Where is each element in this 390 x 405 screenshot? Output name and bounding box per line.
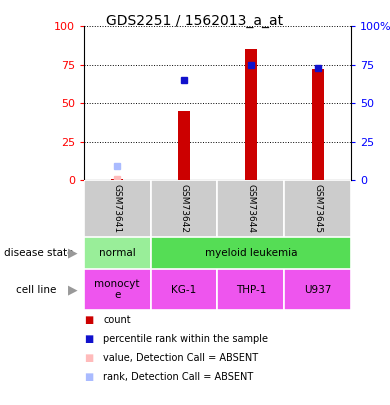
Text: normal: normal — [99, 248, 136, 258]
Bar — [245, 49, 257, 180]
Text: GSM73642: GSM73642 — [179, 184, 188, 233]
Text: GDS2251 / 1562013_a_at: GDS2251 / 1562013_a_at — [106, 14, 284, 28]
Text: THP-1: THP-1 — [236, 285, 266, 294]
Text: U937: U937 — [304, 285, 331, 294]
Text: percentile rank within the sample: percentile rank within the sample — [103, 334, 268, 344]
Text: monocyt
e: monocyt e — [94, 279, 140, 301]
Text: ▶: ▶ — [68, 247, 78, 260]
Bar — [84, 180, 151, 237]
Bar — [178, 111, 190, 180]
Text: GSM73644: GSM73644 — [246, 184, 255, 233]
Bar — [84, 237, 151, 269]
Bar — [218, 180, 284, 237]
Text: GSM73645: GSM73645 — [313, 184, 322, 233]
Bar — [151, 180, 218, 237]
Text: count: count — [103, 315, 131, 325]
Text: ▶: ▶ — [68, 283, 78, 296]
Bar — [218, 269, 284, 310]
Bar — [151, 237, 351, 269]
Text: cell line: cell line — [16, 285, 56, 294]
Text: ■: ■ — [84, 353, 93, 363]
Text: rank, Detection Call = ABSENT: rank, Detection Call = ABSENT — [103, 372, 254, 382]
Bar — [84, 269, 151, 310]
Text: ■: ■ — [84, 334, 93, 344]
Bar — [151, 269, 218, 310]
Bar — [312, 69, 324, 180]
Text: KG-1: KG-1 — [172, 285, 197, 294]
Text: ■: ■ — [84, 372, 93, 382]
Bar — [284, 269, 351, 310]
Text: value, Detection Call = ABSENT: value, Detection Call = ABSENT — [103, 353, 259, 363]
Bar — [284, 180, 351, 237]
Text: ■: ■ — [84, 315, 93, 325]
Bar — [111, 179, 123, 180]
Text: myeloid leukemia: myeloid leukemia — [205, 248, 297, 258]
Text: GSM73641: GSM73641 — [113, 184, 122, 233]
Text: disease state: disease state — [4, 248, 73, 258]
